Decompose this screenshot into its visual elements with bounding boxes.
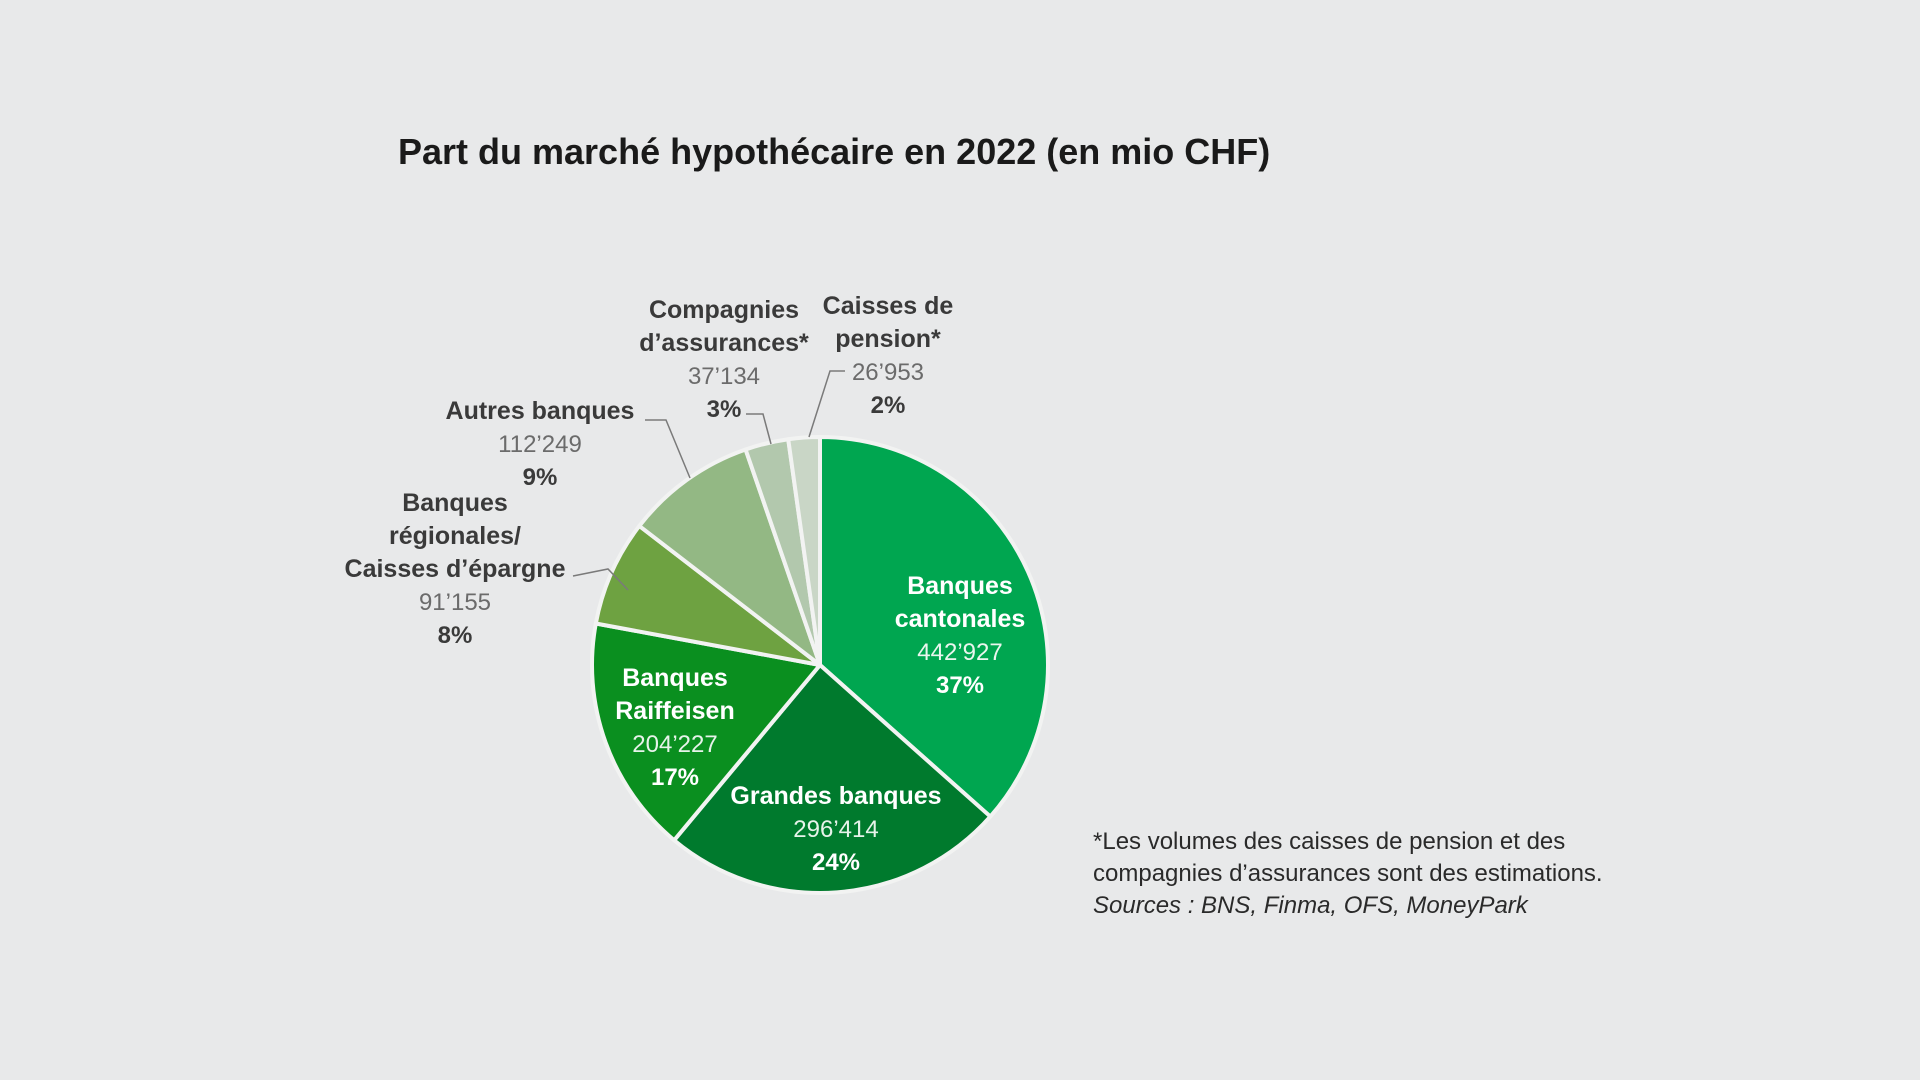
leader-line-autres-banques (645, 419, 691, 479)
slice-label-percent: 17% (651, 764, 699, 791)
slice-label-percent: 24% (812, 849, 860, 876)
slice-label-name: Banques (402, 489, 508, 517)
pie-slice-banques-raiffeisen (590, 621, 822, 843)
slice-label-name: Caisses d’épargne (345, 555, 566, 583)
leader-line-compagnies-d-assurances (746, 413, 772, 445)
slice-label-name: Autres banques (446, 397, 635, 425)
footnote-line-2: compagnies d’assurances sont des estimat… (1093, 860, 1603, 887)
slice-label-name: Banques (907, 572, 1013, 600)
slice-labels: Banques cantonales 442’927 37% Grandes banqu… (345, 292, 1026, 876)
slice-label-name: Compagnies (649, 296, 799, 324)
leader-lines (572, 370, 845, 591)
slice-label-name: pension* (835, 325, 941, 353)
slice-label-value: 26’953 (852, 359, 924, 386)
slice-label-percent: 37% (936, 672, 984, 699)
slice-label-percent: 8% (438, 622, 473, 649)
footnote-line-1: *Les volumes des caisses de pension et d… (1093, 828, 1565, 855)
slice-label-name: cantonales (895, 605, 1026, 633)
pie-slice-autres-banques (637, 447, 822, 667)
leader-line-banques-regionales-caisses-d-epargne (572, 568, 629, 591)
slice-label-name: Raiffeisen (615, 697, 734, 725)
slice-label-percent: 9% (523, 464, 558, 491)
slice-label-name: d’assurances* (639, 329, 809, 357)
leader-line-caisses-de-pension (808, 370, 845, 438)
footnote: *Les volumes des caisses de pension et d… (1093, 828, 1603, 919)
slice-label-name: Grandes banques (730, 782, 941, 810)
slice-label-value: 296’414 (793, 816, 878, 843)
slice-label-value: 91’155 (419, 589, 491, 616)
slice-label-name: régionales/ (389, 522, 521, 550)
slice-label-name: Banques (622, 664, 728, 692)
pie-slice-grandes-banques (672, 663, 993, 895)
pie-slices (590, 435, 1050, 895)
slice-label-value: 204’227 (632, 731, 717, 758)
slice-label-percent: 3% (707, 396, 742, 423)
slice-label-value: 37’134 (688, 363, 760, 390)
chart-title: Part du marché hypothécaire en 2022 (en … (398, 131, 1270, 172)
slice-label-value: 442’927 (917, 639, 1002, 666)
slice-label-percent: 2% (871, 392, 906, 419)
slice-label-value: 112’249 (498, 431, 582, 458)
footnote-sources: Sources : BNS, Finma, OFS, MoneyPark (1093, 892, 1530, 919)
pie-slice-banques-cantonales (818, 435, 1050, 819)
slice-label-name: Caisses de (823, 292, 954, 320)
pie-slice-caisses-de-pension (786, 435, 822, 667)
